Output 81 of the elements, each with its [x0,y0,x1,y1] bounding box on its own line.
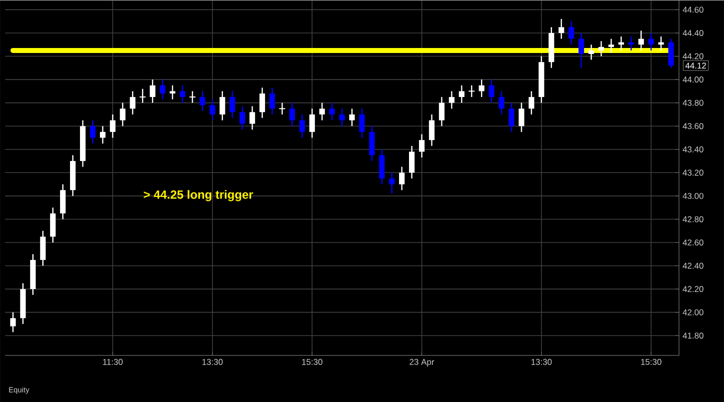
candlestick [289,102,295,127]
y-tick-label: 43.20 [682,169,704,176]
candlestick [249,106,256,130]
candlestick [120,102,126,127]
candlestick [428,114,435,146]
x-tick-label: 13:30 [202,358,223,365]
y-tick-label: 42.00 [682,309,704,316]
candlestick [200,90,206,112]
candlestick [349,108,355,127]
candlestick [399,166,405,191]
candlestick [418,133,425,158]
y-tick-label: 44.20 [682,53,704,60]
y-tick-label: 42.40 [682,262,704,269]
y-tick-label: 42.60 [682,239,704,246]
candlestick [100,125,106,144]
candlestick [648,32,654,51]
candlestick [210,98,216,121]
candlestick [230,90,236,118]
candlestick [220,90,226,121]
y-tick-label: 43.40 [682,146,704,152]
candlestick [588,44,594,60]
y-tick-label: 41.80 [682,332,704,338]
candlestick [278,102,286,115]
candlestick [180,84,186,104]
candlestick [188,90,196,104]
y-tick-label: 44.60 [682,6,704,13]
candlestick [468,84,476,98]
candlestick [558,18,564,40]
text: 44.12 [685,62,706,68]
candlestick [379,148,385,185]
candlestick [40,230,46,266]
y-tick-label: 44.00 [682,76,704,82]
x-tick-label: 15:30 [302,358,322,365]
candlestick [170,84,176,100]
candlestick [329,102,335,121]
candlestick [299,114,305,138]
candlestick [130,90,136,115]
x-tick-label: 11:30 [103,358,123,365]
candlestick [240,106,246,130]
x-tick-label: 23 Apr [410,358,434,366]
candlestick [568,20,574,46]
y-tick-label: 44.40 [682,30,704,36]
candlestick [578,32,584,68]
candlestick [339,108,345,127]
candlestick [259,86,266,118]
candlestick [668,38,674,68]
candlestick [598,40,604,57]
candlestick [409,145,415,179]
candlestick [488,78,494,104]
candlestick [458,84,464,104]
y-tick-label: 43.60 [682,122,704,129]
candlestick [518,102,524,132]
candlestick [448,90,454,110]
candlestick [508,102,514,132]
candlestick [90,119,96,144]
candlestick [528,90,534,115]
x-tick-label: 15:30 [641,358,662,365]
candlestick [319,102,325,121]
annotation: > 44.25 long trigger [144,190,254,202]
candlestick [139,88,146,104]
candlestick [638,30,644,51]
candlestick [389,172,395,194]
candlestick [110,114,116,138]
candlestick [478,78,484,98]
y-tick-label: 42.80 [682,216,704,222]
candlestick [438,96,445,127]
candlestick [150,78,156,104]
y-tick-label: 43.80 [682,100,704,106]
x-tick-label: 13:30 [531,358,552,365]
candlestick [369,125,375,162]
candlestick [160,78,166,100]
candlestick [60,184,66,220]
candlestick [50,206,56,243]
candlestick [359,108,365,138]
candlestick [309,108,315,138]
candlestick [10,312,16,333]
candlestick [498,90,504,115]
candlestick [269,86,276,115]
y-tick-label: 42.20 [682,286,704,292]
y-tick-label: 43.00 [682,192,704,199]
candlestick [608,38,614,54]
